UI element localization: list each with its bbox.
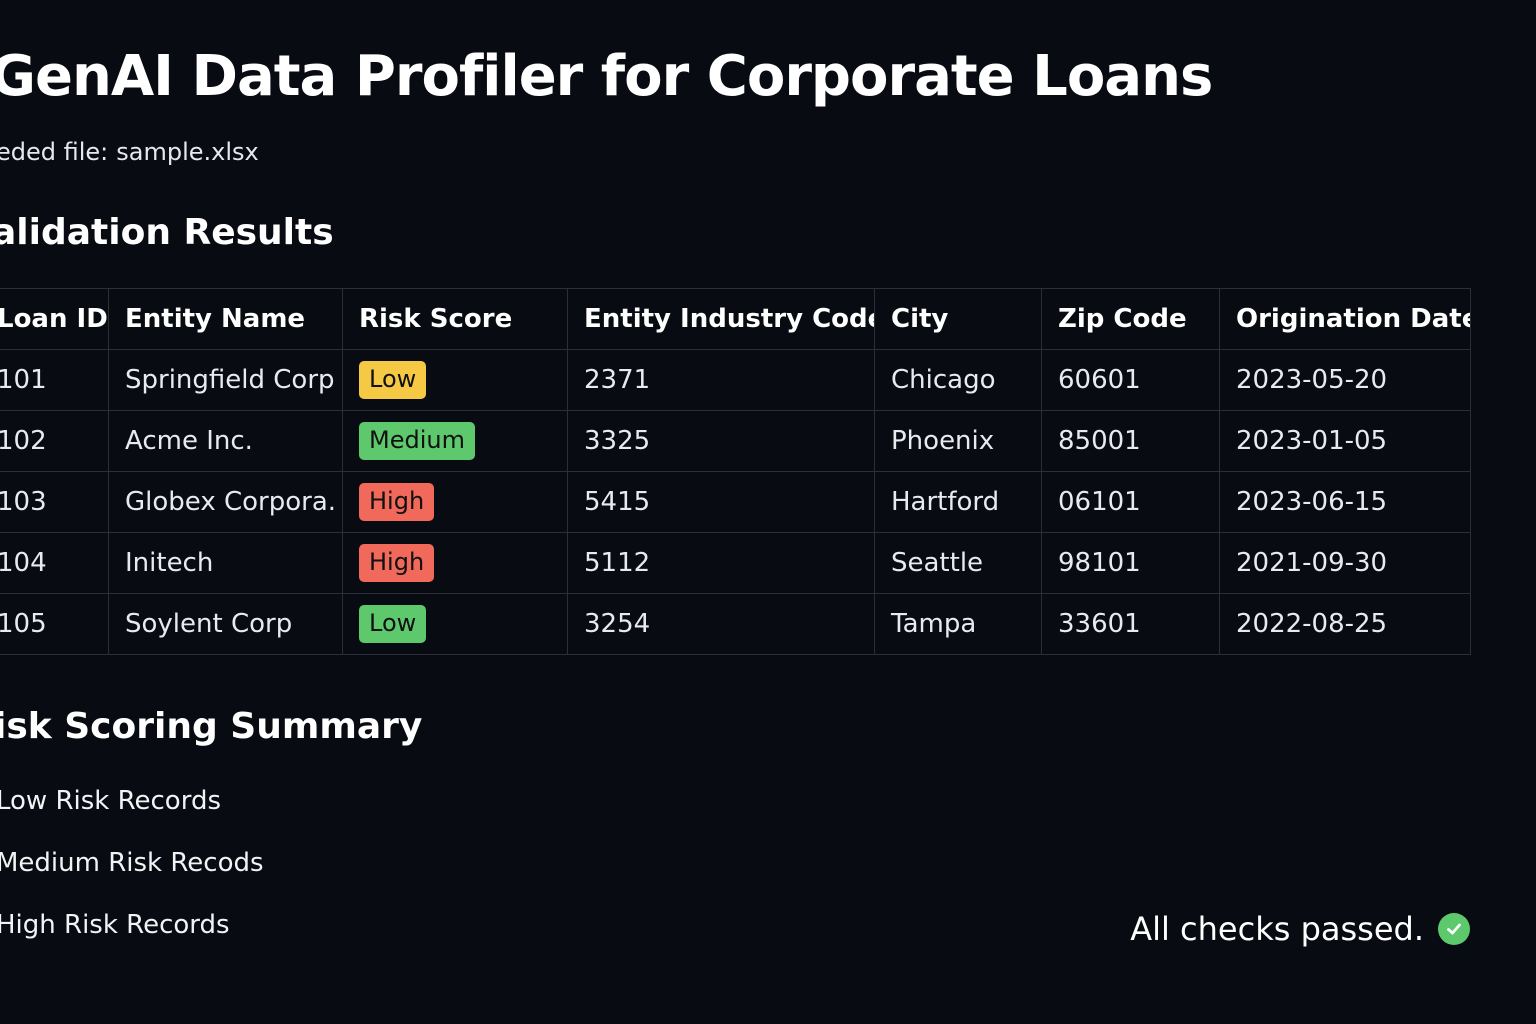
cell-city: Tampa [874,593,1042,655]
cell-origination-date: 2023-06-15 [1219,471,1471,533]
cell-risk-score: Low [342,349,568,411]
cell-origination-date: 2021-09-30 [1219,532,1471,594]
table-row: 105 Soylent Corp Low 3254 Tampa 33601 20… [0,593,1471,655]
risk-badge: Medium [359,422,475,460]
table-header-row: Loan ID Entity Name Risk Score Entity In… [0,288,1471,350]
column-header-zip-code: Zip Code [1041,288,1220,350]
cell-entity-name: Acme Inc. [108,410,343,472]
cell-loan-id: 104 [0,532,109,594]
validation-results-table: Loan ID Entity Name Risk Score Entity In… [0,288,1471,655]
cell-risk-score: High [342,532,568,594]
column-header-risk-score: Risk Score [342,288,568,350]
summary-item-medium-risk: Medium Risk Recods [0,848,264,878]
cell-industry-code: 3254 [567,593,875,655]
table-row: 104 Initech High 5112 Seattle 98101 2021… [0,532,1471,594]
page-title: GenAI Data Profiler for Corporate Loans [0,44,1213,109]
cell-loan-id: 102 [0,410,109,472]
cell-loan-id: 101 [0,349,109,411]
column-header-origination-date: Origination Date [1219,288,1471,350]
file-name: sample.xlsx [116,138,259,166]
cell-risk-score: Medium [342,410,568,472]
status-text: All checks passed. [1130,910,1424,948]
cell-industry-code: 5112 [567,532,875,594]
cell-loan-id: 103 [0,471,109,533]
cell-origination-date: 2023-05-20 [1219,349,1471,411]
column-header-industry-code: Entity Industry Code [567,288,875,350]
cell-risk-score: High [342,471,568,533]
table-row: 102 Acme Inc. Medium 3325 Phoenix 85001 … [0,410,1471,472]
cell-entity-name: Springfield Corp [108,349,343,411]
cell-zip-code: 85001 [1041,410,1220,472]
summary-item-high-risk: High Risk Records [0,910,230,940]
cell-risk-score: Low [342,593,568,655]
cell-zip-code: 98101 [1041,532,1220,594]
cell-entity-name: Globex Corpora. [108,471,343,533]
file-label: eded file: [0,138,109,166]
cell-loan-id: 105 [0,593,109,655]
cell-industry-code: 2371 [567,349,875,411]
cell-city: Phoenix [874,410,1042,472]
cell-zip-code: 06101 [1041,471,1220,533]
cell-entity-name: Soylent Corp [108,593,343,655]
summary-item-low-risk: Low Risk Records [0,786,221,816]
cell-zip-code: 33601 [1041,593,1220,655]
cell-origination-date: 2022-08-25 [1219,593,1471,655]
column-header-loan-id: Loan ID [0,288,109,350]
risk-badge: High [359,544,435,582]
cell-city: Seattle [874,532,1042,594]
cell-entity-name: Initech [108,532,343,594]
risk-badge: Low [359,361,427,399]
table-row: 101 Springfield Corp Low 2371 Chicago 60… [0,349,1471,411]
column-header-city: City [874,288,1042,350]
status-message: All checks passed. [1130,910,1470,948]
table-row: 103 Globex Corpora. High 5415 Hartford 0… [0,471,1471,533]
cell-industry-code: 5415 [567,471,875,533]
cell-zip-code: 60601 [1041,349,1220,411]
cell-city: Chicago [874,349,1042,411]
validation-results-heading: alidation Results [0,212,334,253]
cell-city: Hartford [874,471,1042,533]
risk-badge: High [359,483,435,521]
risk-scoring-summary-heading: isk Scoring Summary [0,706,423,747]
column-header-entity-name: Entity Name [108,288,343,350]
cell-industry-code: 3325 [567,410,875,472]
uploaded-file-line: eded file: sample.xlsx [0,138,259,166]
cell-origination-date: 2023-01-05 [1219,410,1471,472]
risk-badge: Low [359,605,427,643]
check-circle-icon [1438,913,1470,945]
